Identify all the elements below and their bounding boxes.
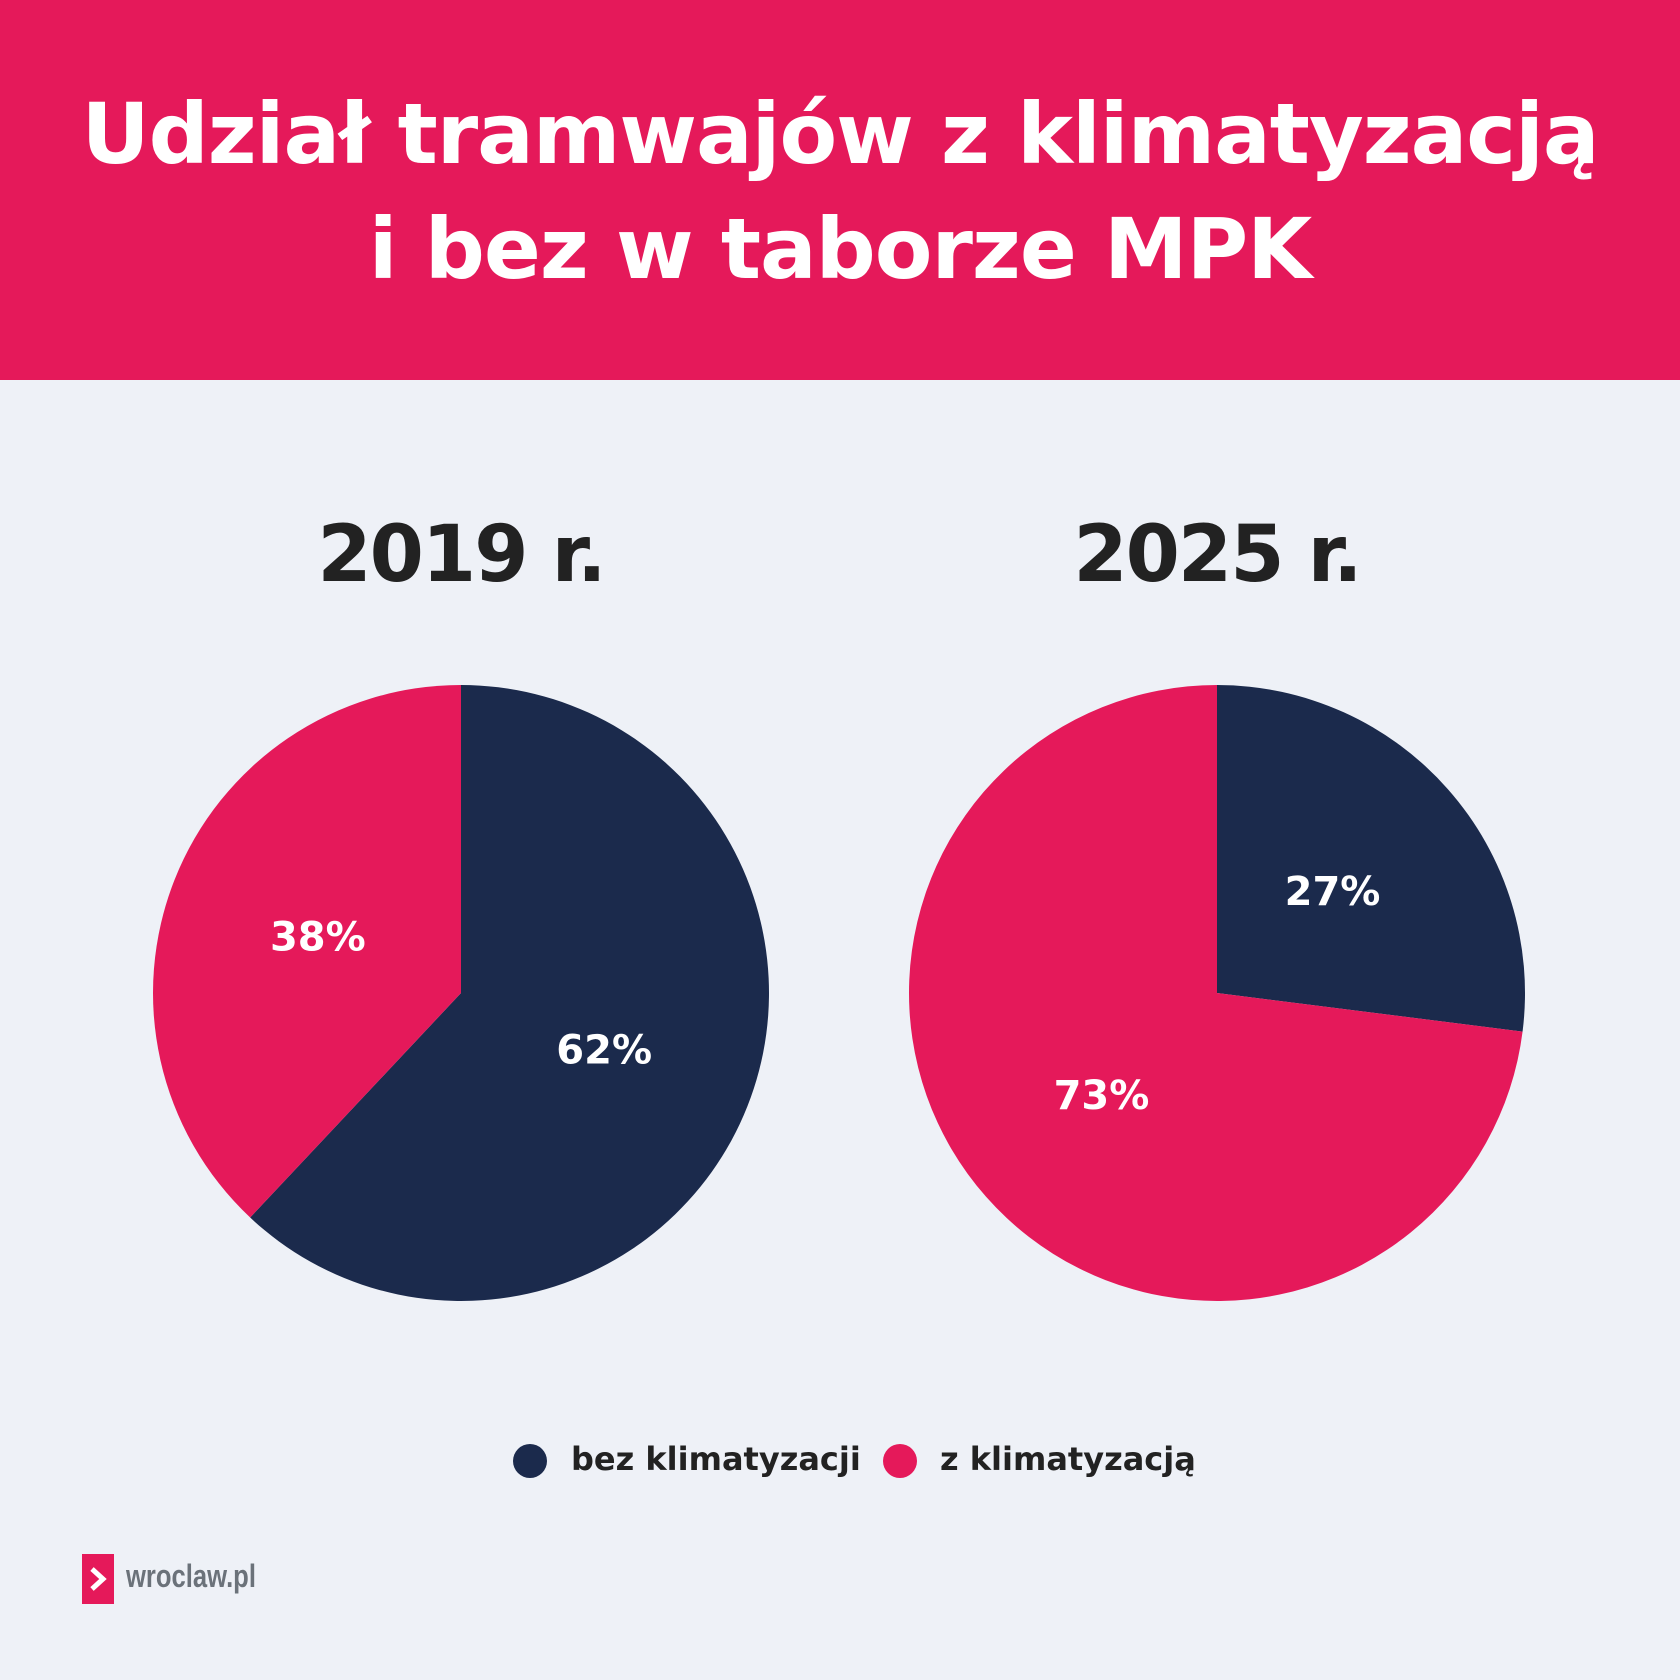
legend-dot-bez: [513, 1444, 547, 1478]
slice-data-label: 73%: [1054, 1073, 1150, 1119]
pie-slice: [1217, 685, 1525, 1032]
pie-slice: [909, 685, 1523, 1302]
chart-title-2019: 2019 r.: [317, 510, 606, 600]
title-line-1: Udział tramwajów z klimatyzacją: [81, 85, 1599, 183]
slice-data-label: 27%: [1285, 869, 1381, 915]
header-banner: Udział tramwajów z klimatyzacją i bez w …: [0, 0, 1680, 380]
title-line-2: i bez w taborze MPK: [368, 200, 1313, 298]
logo-icon: [82, 1554, 114, 1604]
legend-dot-z: [883, 1444, 917, 1478]
pie-slice: [153, 685, 461, 1218]
slice-data-label: 38%: [270, 914, 366, 960]
chart-title-2025: 2025 r.: [1073, 510, 1362, 600]
legend-label-z: z klimatyzacją: [940, 1440, 1196, 1478]
pie-slice: [250, 685, 769, 1301]
slice-data-label: 62%: [556, 1028, 652, 1074]
legend-label-bez: bez klimatyzacji: [571, 1440, 861, 1478]
logo-text: wroclaw.pl: [126, 1558, 256, 1594]
